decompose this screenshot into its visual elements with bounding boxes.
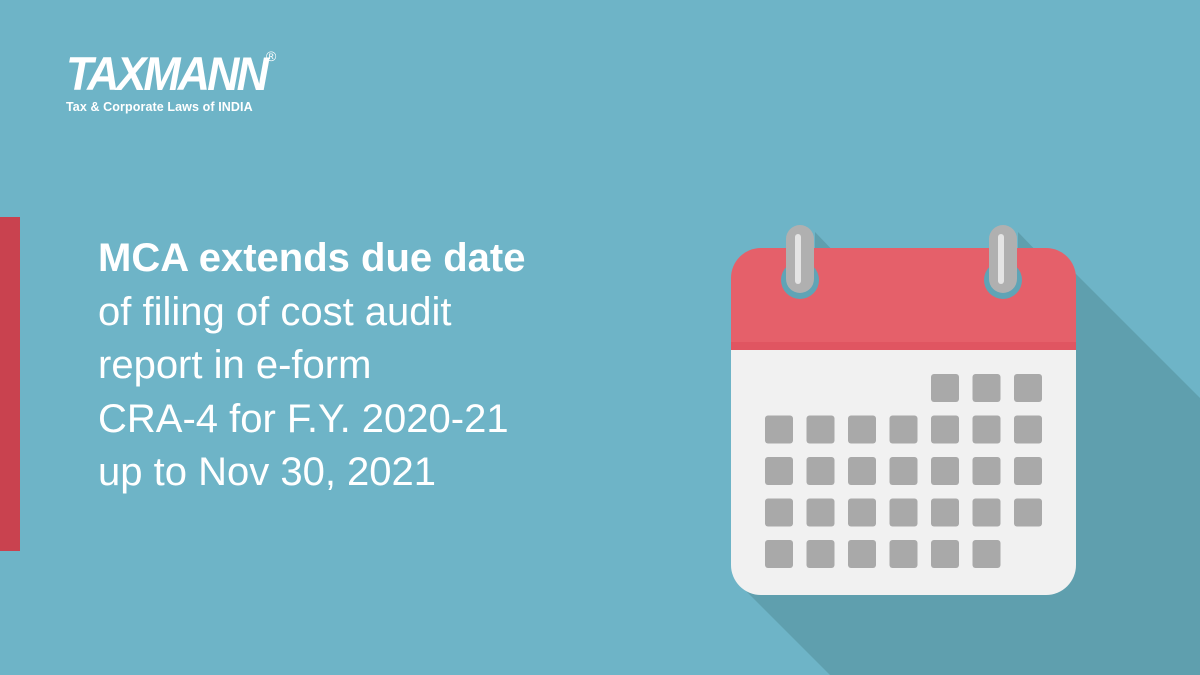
day-cell — [848, 540, 876, 568]
day-cell — [1014, 374, 1042, 402]
day-cell — [1014, 415, 1042, 444]
headline-line-1: MCA extends due date — [98, 236, 526, 280]
day-cell — [1014, 457, 1042, 485]
day-cell — [765, 415, 793, 444]
day-cell — [972, 415, 1001, 444]
day-cell — [972, 540, 1001, 568]
logo-tagline: Tax & Corporate Laws of INDIA — [66, 100, 253, 114]
headline: MCA extends due date of filing of cost a… — [98, 232, 525, 500]
day-cell — [889, 498, 918, 527]
day-cell — [848, 498, 876, 527]
headline-line-2: of filing of cost audit — [98, 289, 452, 334]
day-cell — [931, 498, 959, 527]
day-cell — [889, 540, 918, 568]
day-cell — [931, 540, 959, 568]
day-cell — [1014, 498, 1042, 527]
calendar-header — [731, 248, 1076, 350]
taxmann-logo: TAXMANN ® Tax & Corporate Laws of INDIA — [66, 47, 277, 114]
day-cell — [931, 415, 959, 444]
day-grid — [765, 374, 1042, 568]
day-cell — [931, 374, 959, 402]
day-cell — [806, 540, 835, 568]
day-cell — [765, 457, 793, 485]
day-cell — [931, 457, 959, 485]
accent-bar — [0, 217, 20, 551]
day-cell — [972, 457, 1001, 485]
headline-line-3: report in e-form — [98, 343, 372, 387]
day-cell — [848, 415, 876, 444]
headline-line-5: up to Nov 30, 2021 — [98, 450, 437, 494]
day-cell — [806, 498, 835, 527]
day-cell — [848, 457, 876, 485]
day-cell — [889, 415, 918, 444]
day-cell — [806, 457, 835, 485]
day-cell — [765, 540, 793, 568]
day-cell — [765, 498, 793, 527]
day-cell — [972, 498, 1001, 527]
registered-mark: ® — [266, 48, 277, 64]
day-cell — [972, 374, 1001, 402]
day-cell — [806, 415, 835, 444]
logo-wordmark: TAXMANN — [66, 47, 269, 100]
day-cell — [889, 457, 918, 485]
headline-line-4: CRA-4 for F.Y. 2020-21 — [98, 396, 509, 441]
